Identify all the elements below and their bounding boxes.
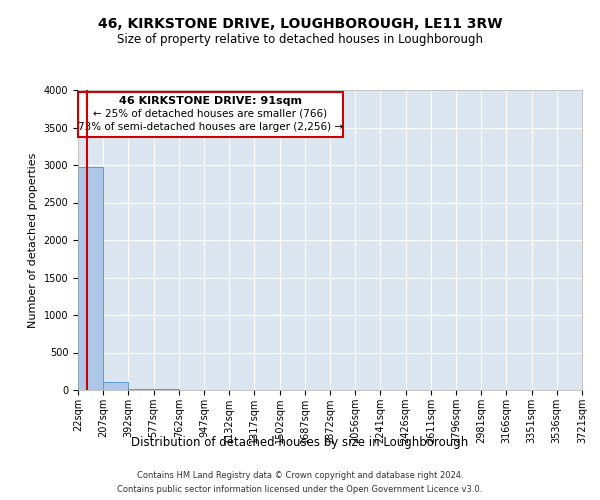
Bar (128, 388, 154, 390)
FancyBboxPatch shape (78, 92, 343, 136)
Bar (78, 166, 103, 390)
Text: Contains HM Land Registry data © Crown copyright and database right 2024.: Contains HM Land Registry data © Crown c… (137, 472, 463, 480)
Text: ← 25% of detached houses are smaller (766): ← 25% of detached houses are smaller (76… (93, 109, 328, 119)
Text: Contains public sector information licensed under the Open Government Licence v3: Contains public sector information licen… (118, 484, 482, 494)
Text: Size of property relative to detached houses in Loughborough: Size of property relative to detached ho… (117, 32, 483, 46)
Text: 46, KIRKSTONE DRIVE, LOUGHBOROUGH, LE11 3RW: 46, KIRKSTONE DRIVE, LOUGHBOROUGH, LE11 … (98, 18, 502, 32)
Text: 46 KIRKSTONE DRIVE: 91sqm: 46 KIRKSTONE DRIVE: 91sqm (119, 96, 302, 106)
Text: 73% of semi-detached houses are larger (2,256) →: 73% of semi-detached houses are larger (… (78, 122, 343, 132)
Text: Distribution of detached houses by size in Loughborough: Distribution of detached houses by size … (131, 436, 469, 449)
Y-axis label: Number of detached properties: Number of detached properties (28, 152, 38, 328)
Bar (103, 382, 128, 390)
